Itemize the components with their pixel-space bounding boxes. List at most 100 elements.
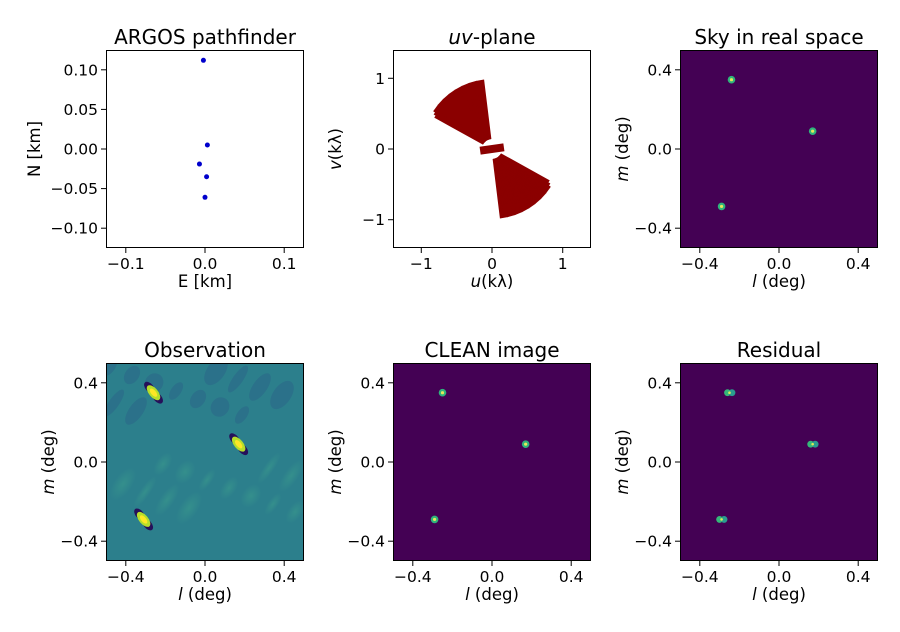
panel-obs: −0.4 0.0 0.4 0.4 0.0 −0.4 Observation l (deg) m … <box>39 338 304 604</box>
sidelobe-ripple <box>106 389 125 417</box>
y-tick-label: −0.05 <box>51 180 99 198</box>
y-tick-label: −0.4 <box>634 220 672 238</box>
panel-title: Observation <box>144 338 266 362</box>
panel-resid: −0.4 0.0 0.4 0.4 0.0 −0.4 Residual l (deg) m (de… <box>613 338 878 604</box>
y-tick-label: 0.4 <box>360 374 385 392</box>
x-tick-label: 0.4 <box>559 568 584 586</box>
sidelobe-ripple <box>153 452 173 476</box>
source-core <box>719 204 724 209</box>
panel-title: ARGOS pathfinder <box>114 25 297 49</box>
y-tick-label: 0 <box>375 141 385 159</box>
residual-lobe <box>720 516 728 523</box>
panel-sky: −0.4 0.0 0.4 0.4 0.0 −0.4 Sky in real space l (… <box>613 25 878 291</box>
x-tick-label: −0.4 <box>107 568 145 586</box>
y-tick-label: −0.4 <box>634 533 672 551</box>
sidelobe-ripple <box>234 406 250 424</box>
y-tick-label: 0.4 <box>73 374 98 392</box>
y-tick-label: −0.4 <box>60 533 98 551</box>
sidelobe-ripple <box>227 365 249 393</box>
axes-frame <box>680 363 878 561</box>
panel-clean: −0.4 0.0 0.4 0.4 0.0 −0.4 CLEAN image l (deg) m … <box>326 338 591 604</box>
x-axis-label: E [km] <box>178 272 232 291</box>
antenna-point <box>204 174 210 180</box>
x-tick-label: 0.0 <box>193 568 218 586</box>
y-tick-label: −1 <box>362 211 385 229</box>
residual-lobe <box>728 389 736 397</box>
y-axis-label: N [km] <box>25 121 44 177</box>
axes-frame <box>106 50 304 248</box>
y-tick-label: 0.00 <box>63 141 98 159</box>
sidelobe-ripple <box>109 467 137 501</box>
y-tick-label: 0.0 <box>647 454 672 472</box>
source-core <box>729 78 734 82</box>
x-tick-label: −0.4 <box>681 255 719 273</box>
x-tick-label: −1 <box>410 255 433 273</box>
x-axis-label: l (deg) <box>752 585 806 604</box>
sidelobe-ripple <box>154 483 180 517</box>
sidelobe-ripple <box>240 484 262 508</box>
panel-title: Sky in real space <box>694 25 863 49</box>
image-background <box>680 363 878 561</box>
x-tick-label: 0.1 <box>272 255 297 273</box>
residual-core <box>811 442 814 446</box>
x-tick-label: 0.0 <box>480 568 505 586</box>
x-tick-label: −0.4 <box>681 568 719 586</box>
x-tick-label: −0.1 <box>107 255 145 273</box>
x-tick-label: 0 <box>487 255 497 273</box>
panel-title: CLEAN image <box>424 338 559 362</box>
panel-title: uv-plane <box>448 25 535 49</box>
y-axis-label: v(kλ) <box>326 128 345 170</box>
x-tick-label: 0.4 <box>272 568 297 586</box>
image-background <box>393 363 591 561</box>
sidelobe-ripple <box>133 476 157 508</box>
sidelobe-ripple <box>198 468 216 492</box>
sidelobe-ripple <box>285 500 304 524</box>
x-tick-label: 0.4 <box>846 568 871 586</box>
antenna-point <box>196 161 202 167</box>
x-tick-label: 1 <box>558 255 568 273</box>
x-axis-label: u(kλ) <box>471 272 514 291</box>
sidelobe-ripple <box>175 491 203 525</box>
sidelobe-ripple <box>125 397 147 425</box>
uv-track <box>434 110 485 145</box>
axes-frame <box>393 363 591 561</box>
sidelobe-ripple <box>270 380 294 410</box>
y-tick-label: 0.0 <box>647 141 672 159</box>
y-tick-label: 0.4 <box>647 61 672 79</box>
source-core <box>524 442 528 446</box>
sidelobe-ripple <box>219 476 239 500</box>
y-axis-label: m (deg) <box>39 429 58 494</box>
y-axis-label: m (deg) <box>613 116 632 181</box>
antenna-point <box>204 142 210 148</box>
x-axis-label: l (deg) <box>752 272 806 291</box>
axes-frame <box>680 50 878 248</box>
sidelobe-ripple <box>264 492 282 516</box>
sidelobe-ripple <box>168 382 184 400</box>
y-axis-label: m (deg) <box>326 429 345 494</box>
y-tick-label: 0.4 <box>647 374 672 392</box>
x-tick-label: 0.0 <box>767 568 792 586</box>
axes-frame <box>106 363 304 561</box>
y-tick-label: −0.4 <box>347 533 385 551</box>
x-tick-label: 0.4 <box>846 255 871 273</box>
x-tick-label: 0.0 <box>767 255 792 273</box>
y-tick-label: −0.10 <box>51 220 99 238</box>
x-axis-label: l (deg) <box>465 585 519 604</box>
sidelobe-ripple <box>123 365 141 385</box>
panel-title: Residual <box>737 338 821 362</box>
y-tick-label: 1 <box>375 70 385 88</box>
sidelobe-ripple <box>174 460 196 484</box>
image-background <box>680 50 878 248</box>
sidelobe-ripple <box>278 459 304 493</box>
antenna-point <box>202 194 208 200</box>
residual-core <box>728 391 731 395</box>
source-core <box>811 129 815 133</box>
x-tick-label: 0.0 <box>193 255 218 273</box>
sidelobe-ripple <box>249 373 271 401</box>
y-tick-label: 0.0 <box>73 454 98 472</box>
x-tick-label: −0.4 <box>394 568 432 586</box>
source-core <box>432 517 437 522</box>
source-core <box>440 391 445 395</box>
panel-uv: −1 0 1 1 0 −1 uv-plane u(kλ) v(kλ) <box>326 25 591 291</box>
